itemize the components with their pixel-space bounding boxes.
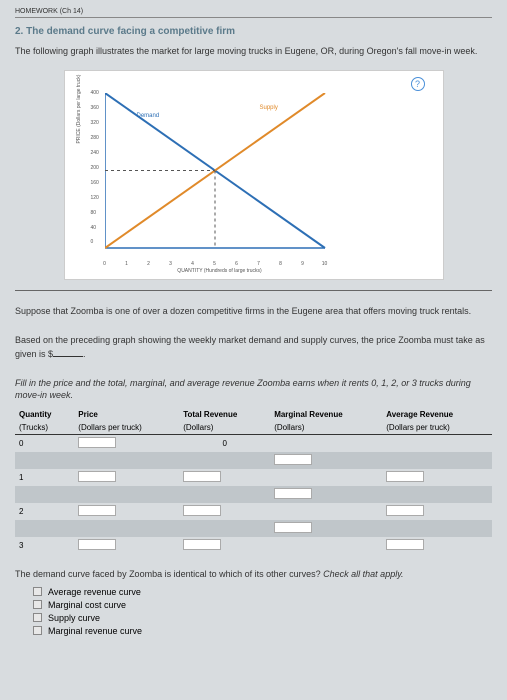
option-row[interactable]: Supply curve — [33, 613, 492, 623]
breadcrumb: HOMEWORK (Ch 14) — [15, 8, 492, 18]
price-cell[interactable] — [78, 505, 116, 516]
col-qty: Quantity — [15, 408, 74, 421]
col-price: Price — [74, 408, 179, 421]
market-graph: ? PRICE (Dollars per large truck) QUANTI… — [64, 70, 444, 280]
x-tick: 0 — [103, 261, 106, 267]
ar-cell[interactable] — [386, 471, 424, 482]
tr-cell[interactable] — [183, 539, 221, 550]
qty-cell: 1 — [15, 469, 74, 486]
x-tick: 6 — [235, 261, 238, 267]
price-cell[interactable] — [78, 437, 116, 448]
demand-label: Demand — [137, 113, 160, 119]
checkbox-icon[interactable] — [33, 600, 42, 609]
question-title: 2. The demand curve facing a competitive… — [15, 26, 492, 37]
y-axis-label: PRICE (Dollars per large truck) — [76, 75, 82, 144]
intro-text: The following graph illustrates the mark… — [15, 45, 492, 58]
x-tick: 3 — [169, 261, 172, 267]
col-ar: Average Revenue — [382, 408, 492, 421]
qty-cell: 2 — [15, 503, 74, 520]
tr-cell[interactable] — [183, 471, 221, 482]
tr-cell: 0 — [179, 434, 270, 452]
check-text: The demand curve faced by Zoomba is iden… — [15, 569, 323, 579]
x-tick: 5 — [213, 261, 216, 267]
paragraph-zoomba: Suppose that Zoomba is one of over a doz… — [15, 305, 492, 318]
revenue-table: Quantity Price Total Revenue Marginal Re… — [15, 408, 492, 554]
y-tick: 320 — [91, 120, 99, 126]
x-tick: 9 — [301, 261, 304, 267]
checkbox-icon[interactable] — [33, 613, 42, 622]
x-tick: 2 — [147, 261, 150, 267]
x-tick: 10 — [322, 261, 328, 267]
y-tick: 240 — [91, 150, 99, 156]
price-cell[interactable] — [78, 539, 116, 550]
unit-ar: (Dollars per truck) — [382, 421, 492, 435]
mr-cell[interactable] — [274, 488, 312, 499]
col-mr: Marginal Revenue — [270, 408, 382, 421]
price-input[interactable] — [53, 347, 83, 357]
section-divider — [15, 290, 492, 291]
x-tick: 1 — [125, 261, 128, 267]
y-tick: 160 — [91, 180, 99, 186]
option-row[interactable]: Average revenue curve — [33, 587, 492, 597]
qty-cell: 3 — [15, 537, 74, 554]
tr-cell[interactable] — [183, 505, 221, 516]
unit-price: (Dollars per truck) — [74, 421, 179, 435]
y-tick: 360 — [91, 105, 99, 111]
y-tick: 200 — [91, 165, 99, 171]
supply-label: Supply — [260, 105, 278, 111]
option-label: Marginal revenue curve — [48, 626, 142, 636]
y-tick: 80 — [91, 210, 97, 216]
price-cell[interactable] — [78, 471, 116, 482]
y-tick: 280 — [91, 135, 99, 141]
help-icon[interactable]: ? — [411, 77, 425, 91]
x-tick: 7 — [257, 261, 260, 267]
ar-cell[interactable] — [386, 505, 424, 516]
y-tick: 0 — [91, 239, 94, 245]
x-tick: 4 — [191, 261, 194, 267]
y-tick: 40 — [91, 225, 97, 231]
mr-cell[interactable] — [274, 522, 312, 533]
check-all-prompt: The demand curve faced by Zoomba is iden… — [15, 568, 492, 581]
unit-tr: (Dollars) — [179, 421, 270, 435]
checkbox-icon[interactable] — [33, 587, 42, 596]
x-axis-label: QUANTITY (Hundreds of large trucks) — [177, 268, 261, 274]
option-label: Supply curve — [48, 613, 100, 623]
x-tick: 8 — [279, 261, 282, 267]
unit-mr: (Dollars) — [270, 421, 382, 435]
y-tick: 120 — [91, 195, 99, 201]
fill-instruction: Fill in the price and the total, margina… — [15, 377, 492, 402]
ar-cell[interactable] — [386, 539, 424, 550]
price-text-post: . — [83, 349, 86, 359]
paragraph-price: Based on the preceding graph showing the… — [15, 334, 492, 361]
option-label: Marginal cost curve — [48, 600, 126, 610]
y-tick: 400 — [91, 90, 99, 96]
checkbox-icon[interactable] — [33, 626, 42, 635]
option-row[interactable]: Marginal revenue curve — [33, 626, 492, 636]
option-row[interactable]: Marginal cost curve — [33, 600, 492, 610]
col-tr: Total Revenue — [179, 408, 270, 421]
check-hint: Check all that apply. — [323, 569, 403, 579]
qty-cell: 0 — [15, 434, 74, 452]
mr-cell[interactable] — [274, 454, 312, 465]
option-label: Average revenue curve — [48, 587, 141, 597]
unit-qty: (Trucks) — [15, 421, 74, 435]
